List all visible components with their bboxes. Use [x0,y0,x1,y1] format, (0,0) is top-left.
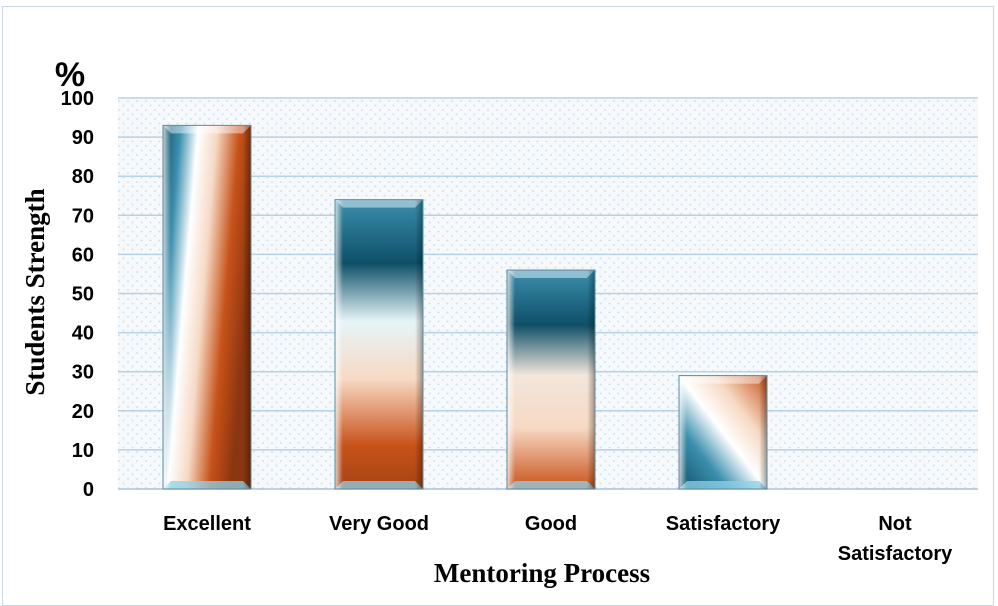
y-tick-label: 0 [83,479,94,501]
y-tick-label: 70 [72,205,94,227]
y-tick-label: 20 [72,401,94,423]
bar [678,375,768,490]
y-tick-label: 30 [72,362,94,384]
bar [506,269,596,490]
bar [162,124,252,490]
y-tick-label: 60 [72,244,94,266]
x-axis-title: Mentoring Process [434,558,650,588]
chart: 0 10 20 30 40 50 60 70 80 90 100 Excellent Very Goo… [20,56,978,588]
x-tick-label: Satisfactory [666,513,781,535]
y-tick-label: 100 [61,88,94,110]
y-tick-label: 10 [72,440,94,462]
x-tick-label: Very Good [329,513,429,535]
y-axis-title: Students Strength [20,188,50,395]
y-tick-label: 40 [72,323,94,345]
y-tick-label: 80 [72,166,94,188]
y-unit-label: % [55,56,85,94]
x-tick-label: Excellent [163,513,251,535]
y-tick-labels: 0 10 20 30 40 50 60 70 80 90 100 [61,88,94,501]
y-tick-label: 90 [72,127,94,149]
x-tick-label: Good [525,513,577,535]
y-tick-label: 50 [72,284,94,306]
bar [334,199,424,490]
gridlines [118,97,978,490]
x-tick-labels: Excellent Very Good Good Satisfactory Not Sat… [163,513,953,565]
x-tick-label: Not Satisfactory [838,513,953,565]
bars [162,124,768,490]
